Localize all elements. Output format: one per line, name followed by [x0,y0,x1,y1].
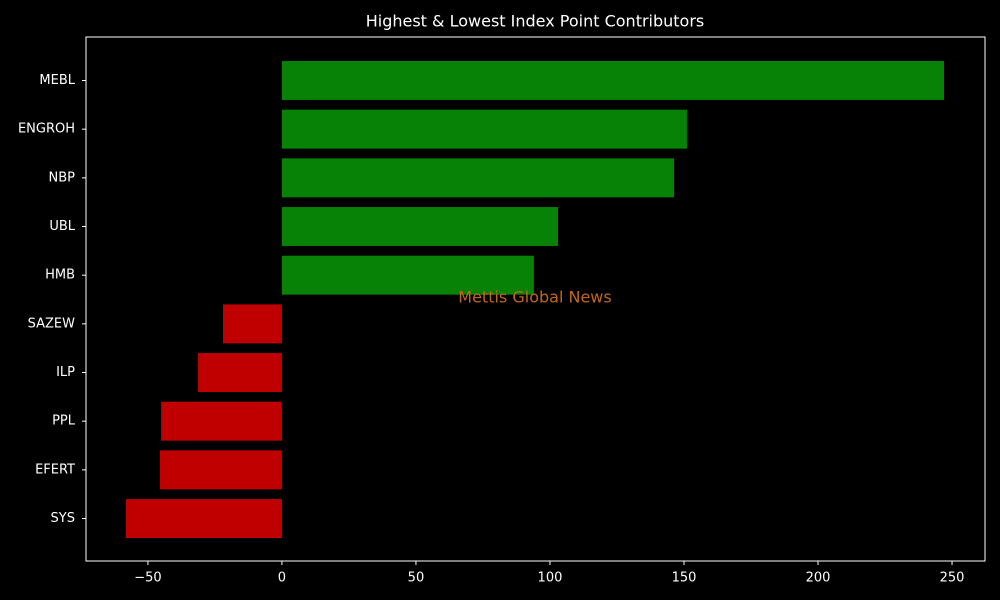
x-tick-label: 0 [278,571,286,586]
bar [281,61,944,100]
y-tick-label: PPL [52,414,76,429]
bar [281,207,559,246]
x-tick-label: 200 [806,571,831,586]
chart-title: Highest & Lowest Index Point Contributor… [366,12,705,31]
x-tick-label: 250 [940,571,965,586]
y-tick-label: MEBL [39,73,75,88]
y-tick-label: ILP [56,365,75,380]
bar [161,401,282,441]
y-tick-label: ENGROH [18,122,75,137]
x-tick-label: −50 [134,571,161,586]
y-tick-label: UBL [49,219,75,234]
bar [125,499,282,538]
bar [198,353,282,392]
y-tick-label: HMB [45,268,75,283]
watermark: Mettis Global News [458,288,611,307]
x-tick-label: 100 [538,571,563,586]
plot-frame [85,36,986,562]
bar [222,304,282,344]
bar [281,109,687,149]
bar [281,158,675,198]
bar [159,450,282,490]
y-tick-label: SAZEW [28,316,76,331]
y-tick-label: NBP [49,170,76,185]
x-tick-label: 50 [408,571,425,586]
y-tick-label: SYS [51,511,75,526]
bar [281,255,534,295]
y-tick-label: EFERT [35,462,75,477]
x-tick-label: 150 [672,571,697,586]
